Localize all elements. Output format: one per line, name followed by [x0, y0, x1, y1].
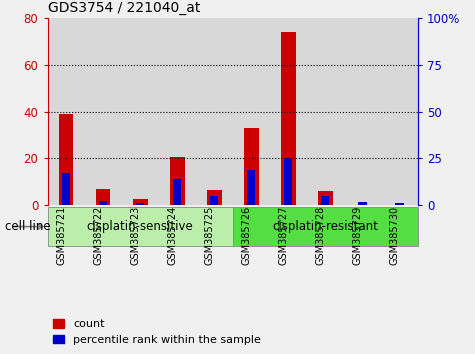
Bar: [196, 18, 233, 205]
Text: GSM385727: GSM385727: [278, 206, 288, 265]
Text: GSM385726: GSM385726: [241, 206, 251, 265]
Text: GSM385725: GSM385725: [204, 206, 214, 265]
Bar: [307, 18, 344, 205]
Bar: [210, 196, 218, 205]
Bar: [247, 170, 256, 205]
Bar: [281, 32, 296, 205]
Bar: [159, 18, 196, 205]
Text: GSM385730: GSM385730: [390, 206, 399, 265]
Bar: [62, 173, 70, 205]
Text: GSM385722: GSM385722: [93, 206, 103, 265]
Text: cisplatin-sensitive: cisplatin-sensitive: [87, 220, 193, 233]
Bar: [321, 196, 330, 205]
Bar: [85, 18, 122, 205]
Bar: [381, 18, 418, 205]
Text: GSM385728: GSM385728: [315, 206, 325, 265]
Text: GSM385723: GSM385723: [130, 206, 140, 265]
Text: GSM385721: GSM385721: [56, 206, 66, 265]
Bar: [95, 189, 111, 205]
Text: cisplatin-resistant: cisplatin-resistant: [273, 220, 378, 233]
Bar: [395, 202, 404, 205]
Bar: [170, 157, 185, 205]
Text: GSM385729: GSM385729: [352, 206, 362, 265]
Bar: [284, 159, 293, 205]
Legend: count, percentile rank within the sample: count, percentile rank within the sample: [53, 319, 261, 345]
Bar: [58, 114, 74, 205]
Bar: [344, 18, 381, 205]
Bar: [358, 201, 367, 205]
Bar: [99, 201, 107, 205]
Bar: [233, 18, 270, 205]
Bar: [133, 199, 148, 205]
Bar: [48, 207, 233, 246]
Bar: [270, 18, 307, 205]
Bar: [48, 18, 85, 205]
Bar: [244, 128, 259, 205]
Bar: [173, 179, 181, 205]
Bar: [136, 204, 144, 205]
Bar: [318, 191, 333, 205]
Bar: [207, 190, 222, 205]
Bar: [233, 207, 418, 246]
Bar: [122, 18, 159, 205]
Text: GSM385724: GSM385724: [167, 206, 177, 265]
Text: GDS3754 / 221040_at: GDS3754 / 221040_at: [48, 1, 200, 15]
Text: cell line: cell line: [5, 220, 50, 233]
